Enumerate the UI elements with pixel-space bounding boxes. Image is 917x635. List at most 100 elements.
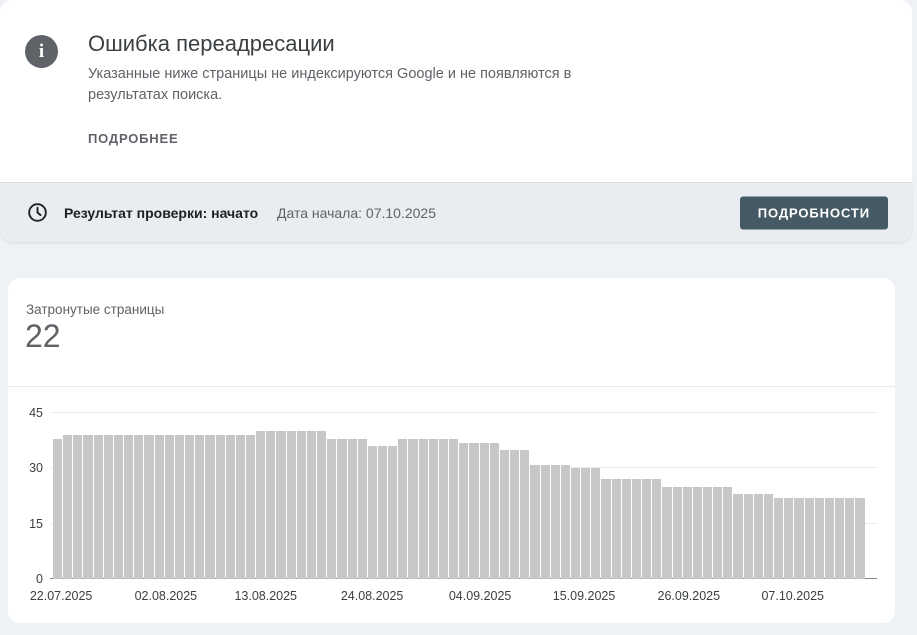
bar bbox=[713, 486, 723, 579]
x-axis-labels: 22.07.2025 02.08.2025 13.08.2025 24.08.2025… bbox=[30, 589, 865, 605]
bar-plot bbox=[53, 413, 865, 579]
x-tick-label: 13.08.2025 bbox=[234, 589, 298, 603]
bar bbox=[449, 438, 459, 579]
bar bbox=[703, 486, 713, 579]
bar bbox=[164, 435, 174, 579]
gridline bbox=[50, 412, 877, 413]
bar bbox=[195, 435, 205, 579]
alert-card: i Ошибка переадресации Указанные ниже ст… bbox=[0, 0, 912, 183]
bar bbox=[225, 435, 235, 579]
x-tick-label: 04.09.2025 bbox=[448, 589, 512, 603]
bar bbox=[276, 431, 286, 579]
bar bbox=[753, 494, 763, 579]
bar bbox=[317, 431, 327, 579]
x-tick-label: 24.08.2025 bbox=[340, 589, 404, 603]
bar bbox=[479, 442, 489, 579]
bar bbox=[804, 497, 814, 579]
bar bbox=[103, 435, 113, 579]
bar bbox=[763, 494, 774, 579]
y-axis-labels: 0 15 30 45 bbox=[8, 406, 43, 586]
bar bbox=[286, 431, 296, 579]
bar bbox=[256, 431, 266, 579]
bar bbox=[113, 435, 124, 579]
bar bbox=[520, 449, 530, 579]
affected-pages-card: Затронутые страницы 22 0 15 30 45 22.07.202… bbox=[8, 278, 895, 623]
bar bbox=[73, 435, 83, 579]
metric-value: 22 bbox=[25, 318, 61, 354]
validation-start-date: Дата начала: 07.10.2025 bbox=[277, 205, 436, 221]
bar bbox=[418, 438, 428, 579]
y-tick-label: 15 bbox=[29, 516, 43, 531]
bar bbox=[794, 497, 804, 579]
bar bbox=[489, 442, 499, 579]
bar bbox=[306, 431, 317, 579]
bar bbox=[327, 438, 337, 579]
bar bbox=[388, 446, 398, 579]
validation-status-text: Результат проверки: начато bbox=[64, 205, 259, 221]
bar bbox=[154, 435, 164, 579]
bar bbox=[205, 435, 215, 579]
bar bbox=[245, 435, 256, 579]
bar bbox=[83, 435, 93, 579]
bar bbox=[367, 446, 377, 579]
x-tick-label: 07.10.2025 bbox=[761, 589, 824, 603]
x-tick-label: 26.09.2025 bbox=[657, 589, 721, 603]
bar bbox=[499, 449, 510, 579]
bar bbox=[215, 435, 225, 579]
bar bbox=[144, 435, 154, 579]
x-tick-label: 22.07.2025 bbox=[29, 589, 93, 603]
bar bbox=[682, 486, 692, 579]
bar bbox=[510, 449, 520, 579]
bar bbox=[601, 479, 611, 579]
bar bbox=[438, 438, 449, 579]
bar bbox=[124, 435, 134, 579]
x-tick-label: 15.09.2025 bbox=[552, 589, 616, 603]
bar bbox=[774, 497, 784, 579]
bar bbox=[611, 479, 621, 579]
bar bbox=[408, 438, 418, 579]
bar bbox=[459, 442, 469, 579]
clock-icon bbox=[28, 203, 47, 222]
info-icon: i bbox=[25, 35, 58, 68]
metric-label: Затронутые страницы bbox=[26, 302, 165, 317]
bar bbox=[530, 464, 540, 579]
bar bbox=[845, 497, 855, 579]
bar bbox=[235, 435, 245, 579]
details-button[interactable]: ПОДРОБНОСТИ bbox=[739, 196, 888, 230]
bar bbox=[53, 438, 63, 579]
bar bbox=[814, 497, 824, 579]
bar bbox=[469, 442, 479, 579]
y-tick-label: 0 bbox=[36, 572, 43, 586]
bar bbox=[581, 468, 591, 579]
bar bbox=[266, 431, 276, 579]
bar bbox=[723, 486, 733, 579]
bar bbox=[824, 497, 835, 579]
bar bbox=[93, 435, 103, 579]
divider bbox=[8, 386, 895, 387]
bar bbox=[855, 497, 865, 579]
y-tick-label: 30 bbox=[29, 461, 43, 476]
bar bbox=[550, 464, 560, 579]
bar bbox=[672, 486, 682, 579]
bar bbox=[784, 497, 794, 579]
bar bbox=[692, 486, 702, 579]
bar bbox=[337, 438, 347, 579]
learn-more-link[interactable]: ПОДРОБНЕЕ bbox=[88, 131, 179, 146]
bar bbox=[378, 446, 388, 579]
bar bbox=[835, 497, 845, 579]
bar bbox=[743, 494, 753, 579]
bar bbox=[357, 438, 367, 579]
page-title: Ошибка переадресации bbox=[88, 31, 335, 56]
bar bbox=[347, 438, 357, 579]
bar bbox=[662, 486, 672, 579]
x-tick-label: 02.08.2025 bbox=[134, 589, 198, 603]
bar bbox=[174, 435, 185, 579]
bar bbox=[733, 494, 743, 579]
alert-description: Указанные ниже страницы не индексируются… bbox=[88, 66, 572, 103]
bar bbox=[540, 464, 550, 579]
bar bbox=[642, 479, 652, 579]
bar bbox=[570, 468, 581, 579]
bar bbox=[398, 438, 408, 579]
validation-status-bar: Результат проверки: начато Дата начала: … bbox=[0, 184, 912, 242]
